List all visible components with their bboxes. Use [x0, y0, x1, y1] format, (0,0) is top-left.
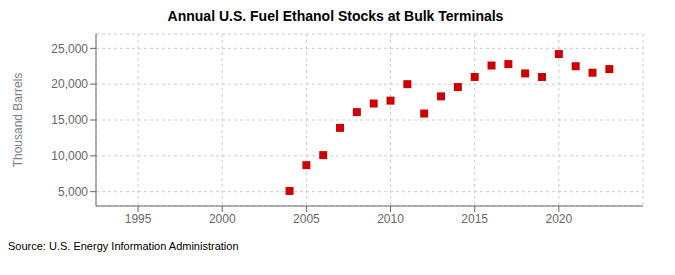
svg-text:20,000: 20,000 — [51, 77, 88, 91]
svg-text:10,000: 10,000 — [51, 149, 88, 163]
html-text:Source: U.S. Energy Informatio: Source: U.S. Energy Information Administ… — [8, 240, 239, 252]
svg-text:2010: 2010 — [377, 212, 404, 226]
html-text:Annual U.S. Fuel Ethanol Stock: Annual U.S. Fuel Ethanol Stocks at Bulk … — [167, 8, 504, 24]
svg-text:Thousand Barrels: Thousand Barrels — [11, 73, 25, 168]
svg-text:2005: 2005 — [293, 212, 320, 226]
svg-text:15,000: 15,000 — [51, 113, 88, 127]
svg-text:2020: 2020 — [545, 212, 572, 226]
svg-text:5,000: 5,000 — [58, 185, 88, 199]
svg-text:2000: 2000 — [209, 212, 236, 226]
svg-text:2015: 2015 — [461, 212, 488, 226]
svg-text:1995: 1995 — [125, 212, 152, 226]
svg-text:25,000: 25,000 — [51, 42, 88, 56]
